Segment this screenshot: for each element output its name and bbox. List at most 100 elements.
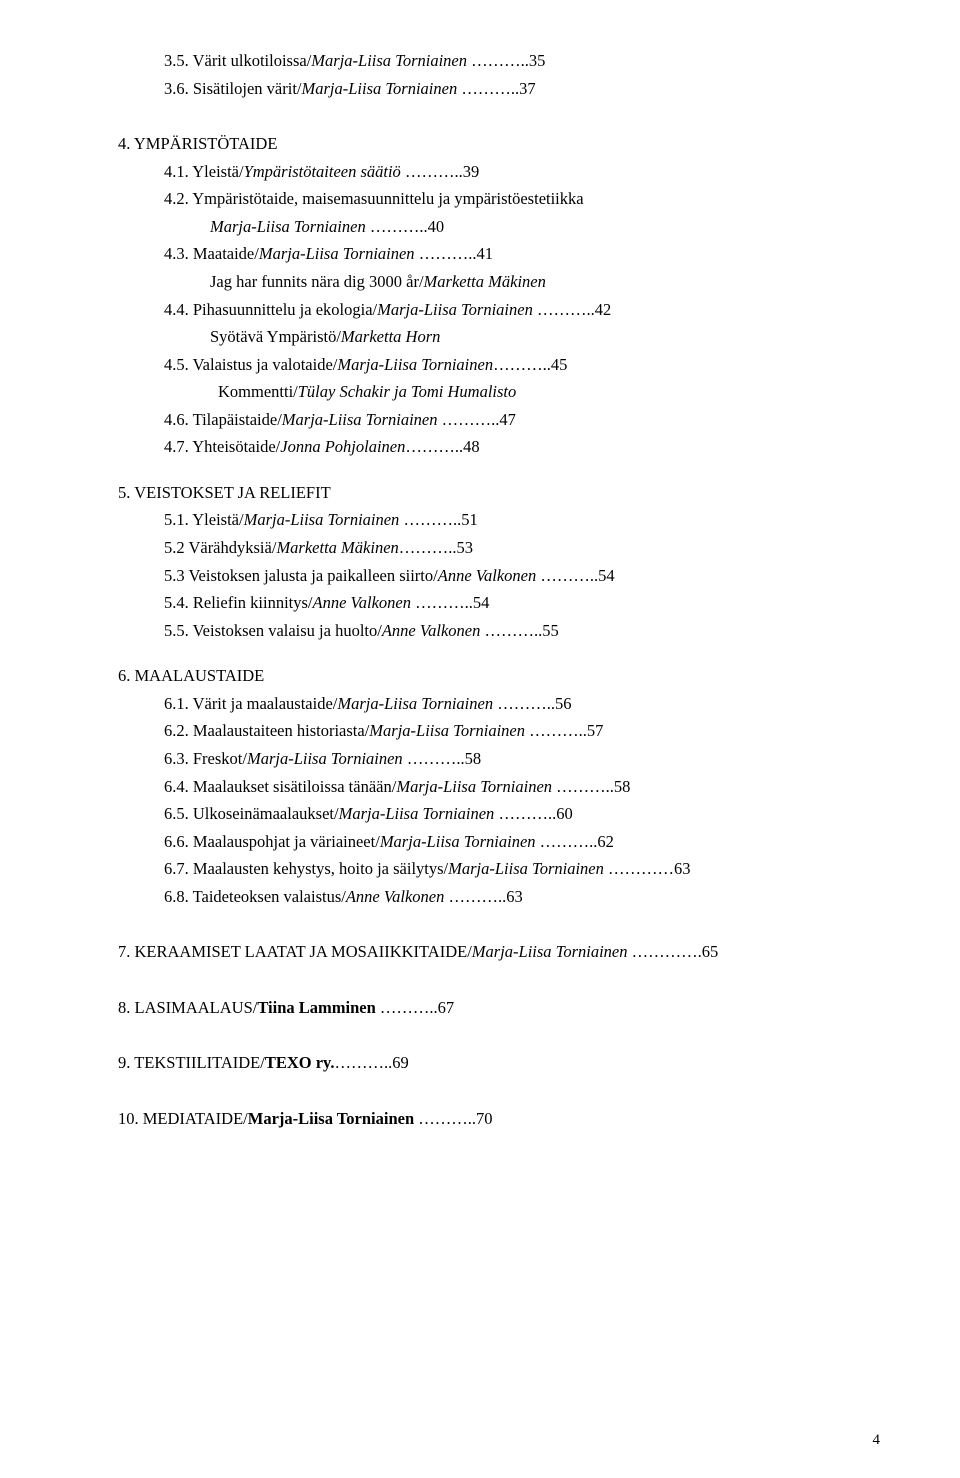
leader: ………..57 (525, 721, 603, 740)
text: Syötävä Ympäristö/ (210, 327, 341, 346)
toc-entry: 6.8. Taideteoksen valaistus/Anne Valkone… (118, 884, 882, 910)
author: Anne Valkonen (346, 887, 445, 906)
text: 9. TEKSTIILITAIDE/ (118, 1053, 265, 1072)
author: Marja-Liisa Torniainen (247, 749, 403, 768)
leader: ………..47 (438, 410, 516, 429)
text: 4.7. Yhteisötaide/ (164, 437, 280, 456)
toc-entry: 4.2. Ympäristötaide, maisemasuunnittelu … (118, 186, 882, 212)
toc-entry: 4.4. Pihasuunnittelu ja ekologia/Marja-L… (118, 297, 882, 323)
text: 10. MEDIATAIDE/ (118, 1109, 248, 1128)
text: 6.1. Värit ja maalaustaide/ (164, 694, 337, 713)
text: 4. YMPÄRISTÖTAIDE (118, 134, 277, 153)
author: Marja-Liisa Torniainen (377, 300, 533, 319)
section-heading: 8. LASIMAALAUS/Tiina Lamminen ………..67 (118, 995, 882, 1021)
page-number: 4 (873, 1429, 881, 1452)
toc-entry: 4.6. Tilapäistaide/Marja-Liisa Torniaine… (118, 407, 882, 433)
text: 6. MAALAUSTAIDE (118, 666, 264, 685)
author: Marketta Horn (341, 327, 440, 346)
author: Marketta Mäkinen (424, 272, 546, 291)
author: Marja-Liisa Torniainen (337, 355, 493, 374)
toc-entry: 6.5. Ulkoseinämaalaukset/Marja-Liisa Tor… (118, 801, 882, 827)
text: 3.5. Värit ulkotiloissa/ (164, 51, 311, 70)
author: Marja-Liisa Torniainen (472, 942, 628, 961)
author: Anne Valkonen (438, 566, 537, 585)
text: 5.2 Värähdyksiä/ (164, 538, 276, 557)
leader: ………..54 (411, 593, 489, 612)
section-heading: 6. MAALAUSTAIDE (118, 663, 882, 689)
toc-entry: 4.7. Yhteisötaide/Jonna Pohjolainen………..… (118, 434, 882, 460)
toc-entry: 6.4. Maalaukset sisätiloissa tänään/Marj… (118, 774, 882, 800)
text: 5.3 Veistoksen jalusta ja paikalleen sii… (164, 566, 438, 585)
author: Marja-Liisa Torniainen (248, 1109, 414, 1128)
toc-entry: 4.1. Yleistä/Ympäristötaiteen säätiö ………… (118, 159, 882, 185)
text: 6.4. Maalaukset sisätiloissa tänään/ (164, 777, 396, 796)
text: 5. VEISTOKSET JA RELIEFIT (118, 483, 331, 502)
toc-entry: 5.5. Veistoksen valaisu ja huolto/Anne V… (118, 618, 882, 644)
text: 6.7. Maalausten kehystys, hoito ja säily… (164, 859, 448, 878)
leader: ………..53 (399, 538, 473, 557)
author: Jonna Pohjolainen (280, 437, 405, 456)
leader: ………..41 (415, 244, 493, 263)
author: Marja-Liisa Torniainen (448, 859, 604, 878)
text: 6.8. Taideteoksen valaistus/ (164, 887, 346, 906)
toc-entry: 5.3 Veistoksen jalusta ja paikalleen sii… (118, 563, 882, 589)
leader: ………..39 (401, 162, 479, 181)
leader: ………..40 (366, 217, 444, 236)
toc-entry-continuation: Marja-Liisa Torniainen ………..40 (118, 214, 882, 240)
leader: ………..69 (335, 1053, 409, 1072)
leader: ………..60 (494, 804, 572, 823)
leader: ………..48 (405, 437, 479, 456)
author: Marketta Mäkinen (276, 538, 398, 557)
toc-entry-sub: Kommentti/Tülay Schakir ja Tomi Humalist… (118, 379, 882, 405)
section-heading: 10. MEDIATAIDE/Marja-Liisa Torniainen ……… (118, 1106, 882, 1132)
toc-entry: 6.1. Värit ja maalaustaide/Marja-Liisa T… (118, 691, 882, 717)
toc-entry: 3.5. Värit ulkotiloissa/Marja-Liisa Torn… (118, 48, 882, 74)
text: 3.6. Sisätilojen värit/ (164, 79, 302, 98)
text: 5.4. Reliefin kiinnitys/ (164, 593, 313, 612)
document-page: 3.5. Värit ulkotiloissa/Marja-Liisa Torn… (0, 0, 960, 1478)
toc-entry-sub: Syötävä Ympäristö/Marketta Horn (118, 324, 882, 350)
leader: ………..56 (493, 694, 571, 713)
section-heading: 9. TEKSTIILITAIDE/TEXO ry.………..69 (118, 1050, 882, 1076)
leader: ………..42 (533, 300, 611, 319)
author: Ympäristötaiteen säätiö (244, 162, 401, 181)
toc-entry: 6.7. Maalausten kehystys, hoito ja säily… (118, 856, 882, 882)
leader: ………..63 (444, 887, 522, 906)
text: 4.6. Tilapäistaide/ (164, 410, 282, 429)
leader: ………..58 (403, 749, 481, 768)
text: 5.1. Yleistä/ (164, 510, 244, 529)
author: Marja-Liisa Torniainen (282, 410, 438, 429)
section-heading: 4. YMPÄRISTÖTAIDE (118, 131, 882, 157)
toc-entry: 6.6. Maalauspohjat ja väriaineet/Marja-L… (118, 829, 882, 855)
leader: ………..58 (552, 777, 630, 796)
text: 5.5. Veistoksen valaisu ja huolto/ (164, 621, 382, 640)
leader: ………..54 (536, 566, 614, 585)
author: Tiina Lamminen (257, 998, 375, 1017)
text: 8. LASIMAALAUS/ (118, 998, 257, 1017)
toc-entry: 5.1. Yleistä/Marja-Liisa Torniainen ……….… (118, 507, 882, 533)
section-heading: 7. KERAAMISET LAATAT JA MOSAIIKKITAIDE/M… (118, 939, 882, 965)
leader: ………..67 (376, 998, 454, 1017)
text: 7. KERAAMISET LAATAT JA MOSAIIKKITAIDE/ (118, 942, 472, 961)
author: Marja-Liisa Torniainen (339, 804, 495, 823)
toc-entry: 6.3. Freskot/Marja-Liisa Torniainen ……….… (118, 746, 882, 772)
toc-entry: 4.3. Maataide/Marja-Liisa Torniainen ………… (118, 241, 882, 267)
leader: …………63 (604, 859, 691, 878)
section-heading: 5. VEISTOKSET JA RELIEFIT (118, 480, 882, 506)
text: 6.5. Ulkoseinämaalaukset/ (164, 804, 339, 823)
text: 6.3. Freskot/ (164, 749, 247, 768)
author: Anne Valkonen (382, 621, 481, 640)
leader: ………….65 (628, 942, 719, 961)
leader: ………..62 (536, 832, 614, 851)
toc-entry: 5.4. Reliefin kiinnitys/Anne Valkonen ……… (118, 590, 882, 616)
text: Kommentti/ (218, 382, 298, 401)
leader: ………..45 (493, 355, 567, 374)
text: 4.2. Ympäristötaide, maisemasuunnittelu … (164, 189, 584, 208)
author: Marja-Liisa Torniainen (259, 244, 415, 263)
leader: ………..55 (480, 621, 558, 640)
author: Marja-Liisa Torniainen (311, 51, 467, 70)
toc-entry: 3.6. Sisätilojen värit/Marja-Liisa Torni… (118, 76, 882, 102)
author: Marja-Liisa Torniainen (396, 777, 552, 796)
author: Marja-Liisa Torniainen (369, 721, 525, 740)
author: Marja-Liisa Torniainen (380, 832, 536, 851)
